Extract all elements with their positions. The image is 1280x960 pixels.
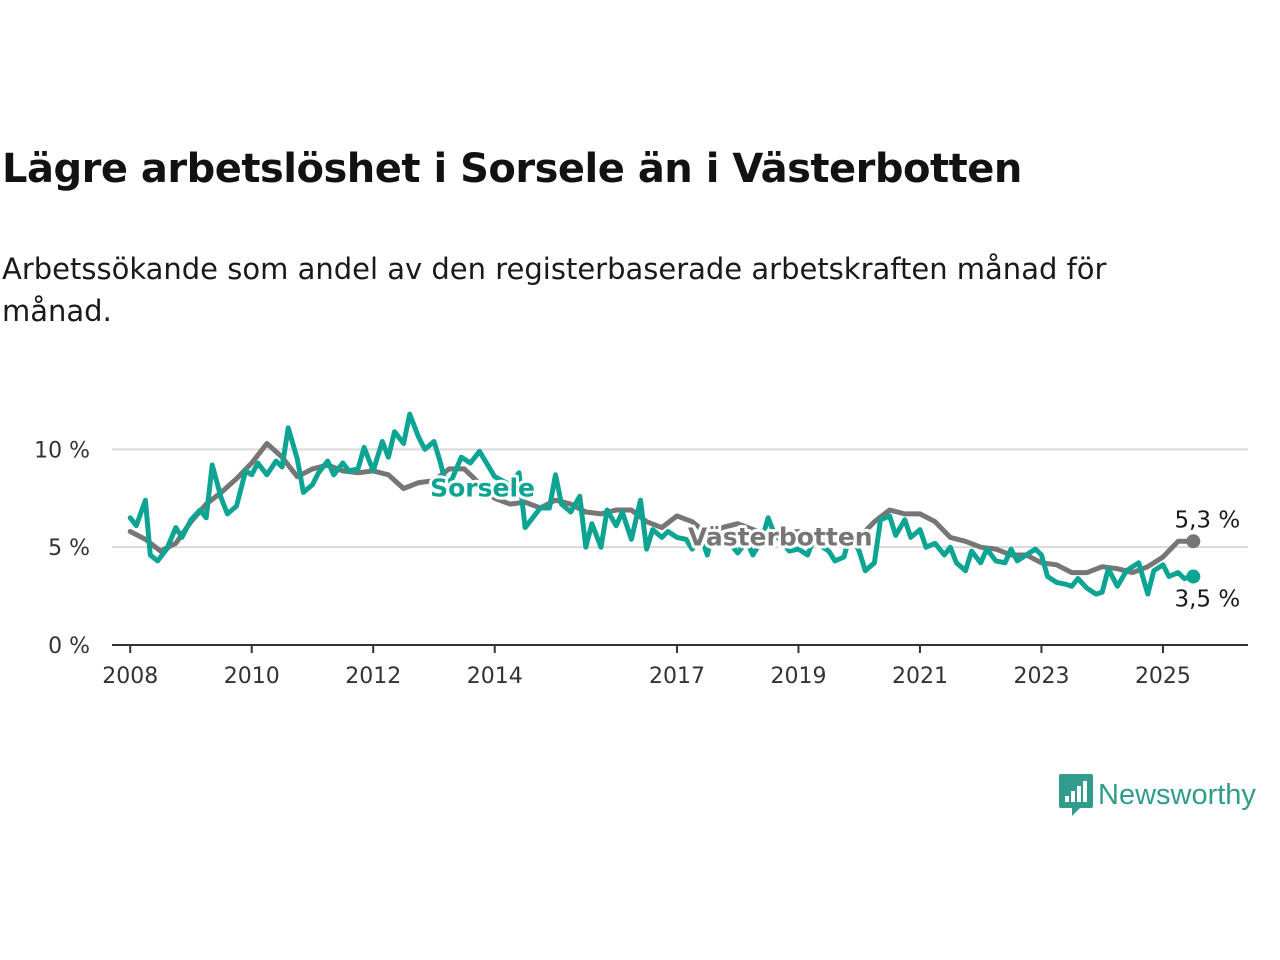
end-value-label: 5,3 % bbox=[1174, 507, 1240, 533]
axes: 0 % 5 % 10 % 2008 2010 2012 2014 2017 2019 2021 20… bbox=[34, 438, 1248, 689]
series-label-sorsele: Sorsele bbox=[430, 473, 535, 502]
x-tick-label: 2025 bbox=[1135, 664, 1191, 689]
bar-chart-speech-bubble-icon bbox=[1059, 774, 1093, 816]
end-marker-västerbotten bbox=[1186, 534, 1201, 549]
series-lines bbox=[127, 411, 1201, 597]
end-value-label: 3,5 % bbox=[1174, 587, 1240, 613]
series-line-sorsele bbox=[127, 411, 1196, 597]
line-chart: 0 % 5 % 10 % 2008 2010 2012 2014 2017 2019 2021 20… bbox=[34, 411, 1248, 689]
series-labels: 5,3 % 3,5 % Sorsele Västerbotten bbox=[427, 470, 1242, 614]
series-label-västerbotten: Västerbotten bbox=[688, 522, 873, 551]
y-tick-label: 0 % bbox=[48, 634, 90, 659]
x-tick-label: 2010 bbox=[224, 664, 280, 689]
series-line-västerbotten bbox=[127, 441, 1196, 576]
end-marker-sorsele bbox=[1186, 569, 1201, 584]
chart-subtitle: Arbetssökande som andel av den registerb… bbox=[2, 252, 1107, 328]
brand-name: Newsworthy bbox=[1098, 778, 1256, 811]
x-tick-label: 2021 bbox=[892, 664, 948, 689]
x-tick-label: 2023 bbox=[1013, 664, 1069, 689]
grid-lines bbox=[112, 448, 1248, 549]
x-tick-label: 2014 bbox=[467, 664, 523, 689]
x-tick-label: 2008 bbox=[102, 664, 158, 689]
y-tick-label: 10 % bbox=[34, 438, 90, 463]
x-tick-label: 2019 bbox=[770, 664, 826, 689]
newsworthy-logo: Newsworthy bbox=[1058, 772, 1256, 818]
chart-title: Lägre arbetslöshet i Sorsele än i Väster… bbox=[2, 146, 1022, 192]
y-tick-label: 5 % bbox=[48, 536, 90, 561]
x-tick-label: 2012 bbox=[345, 664, 401, 689]
x-tick-label: 2017 bbox=[649, 664, 705, 689]
